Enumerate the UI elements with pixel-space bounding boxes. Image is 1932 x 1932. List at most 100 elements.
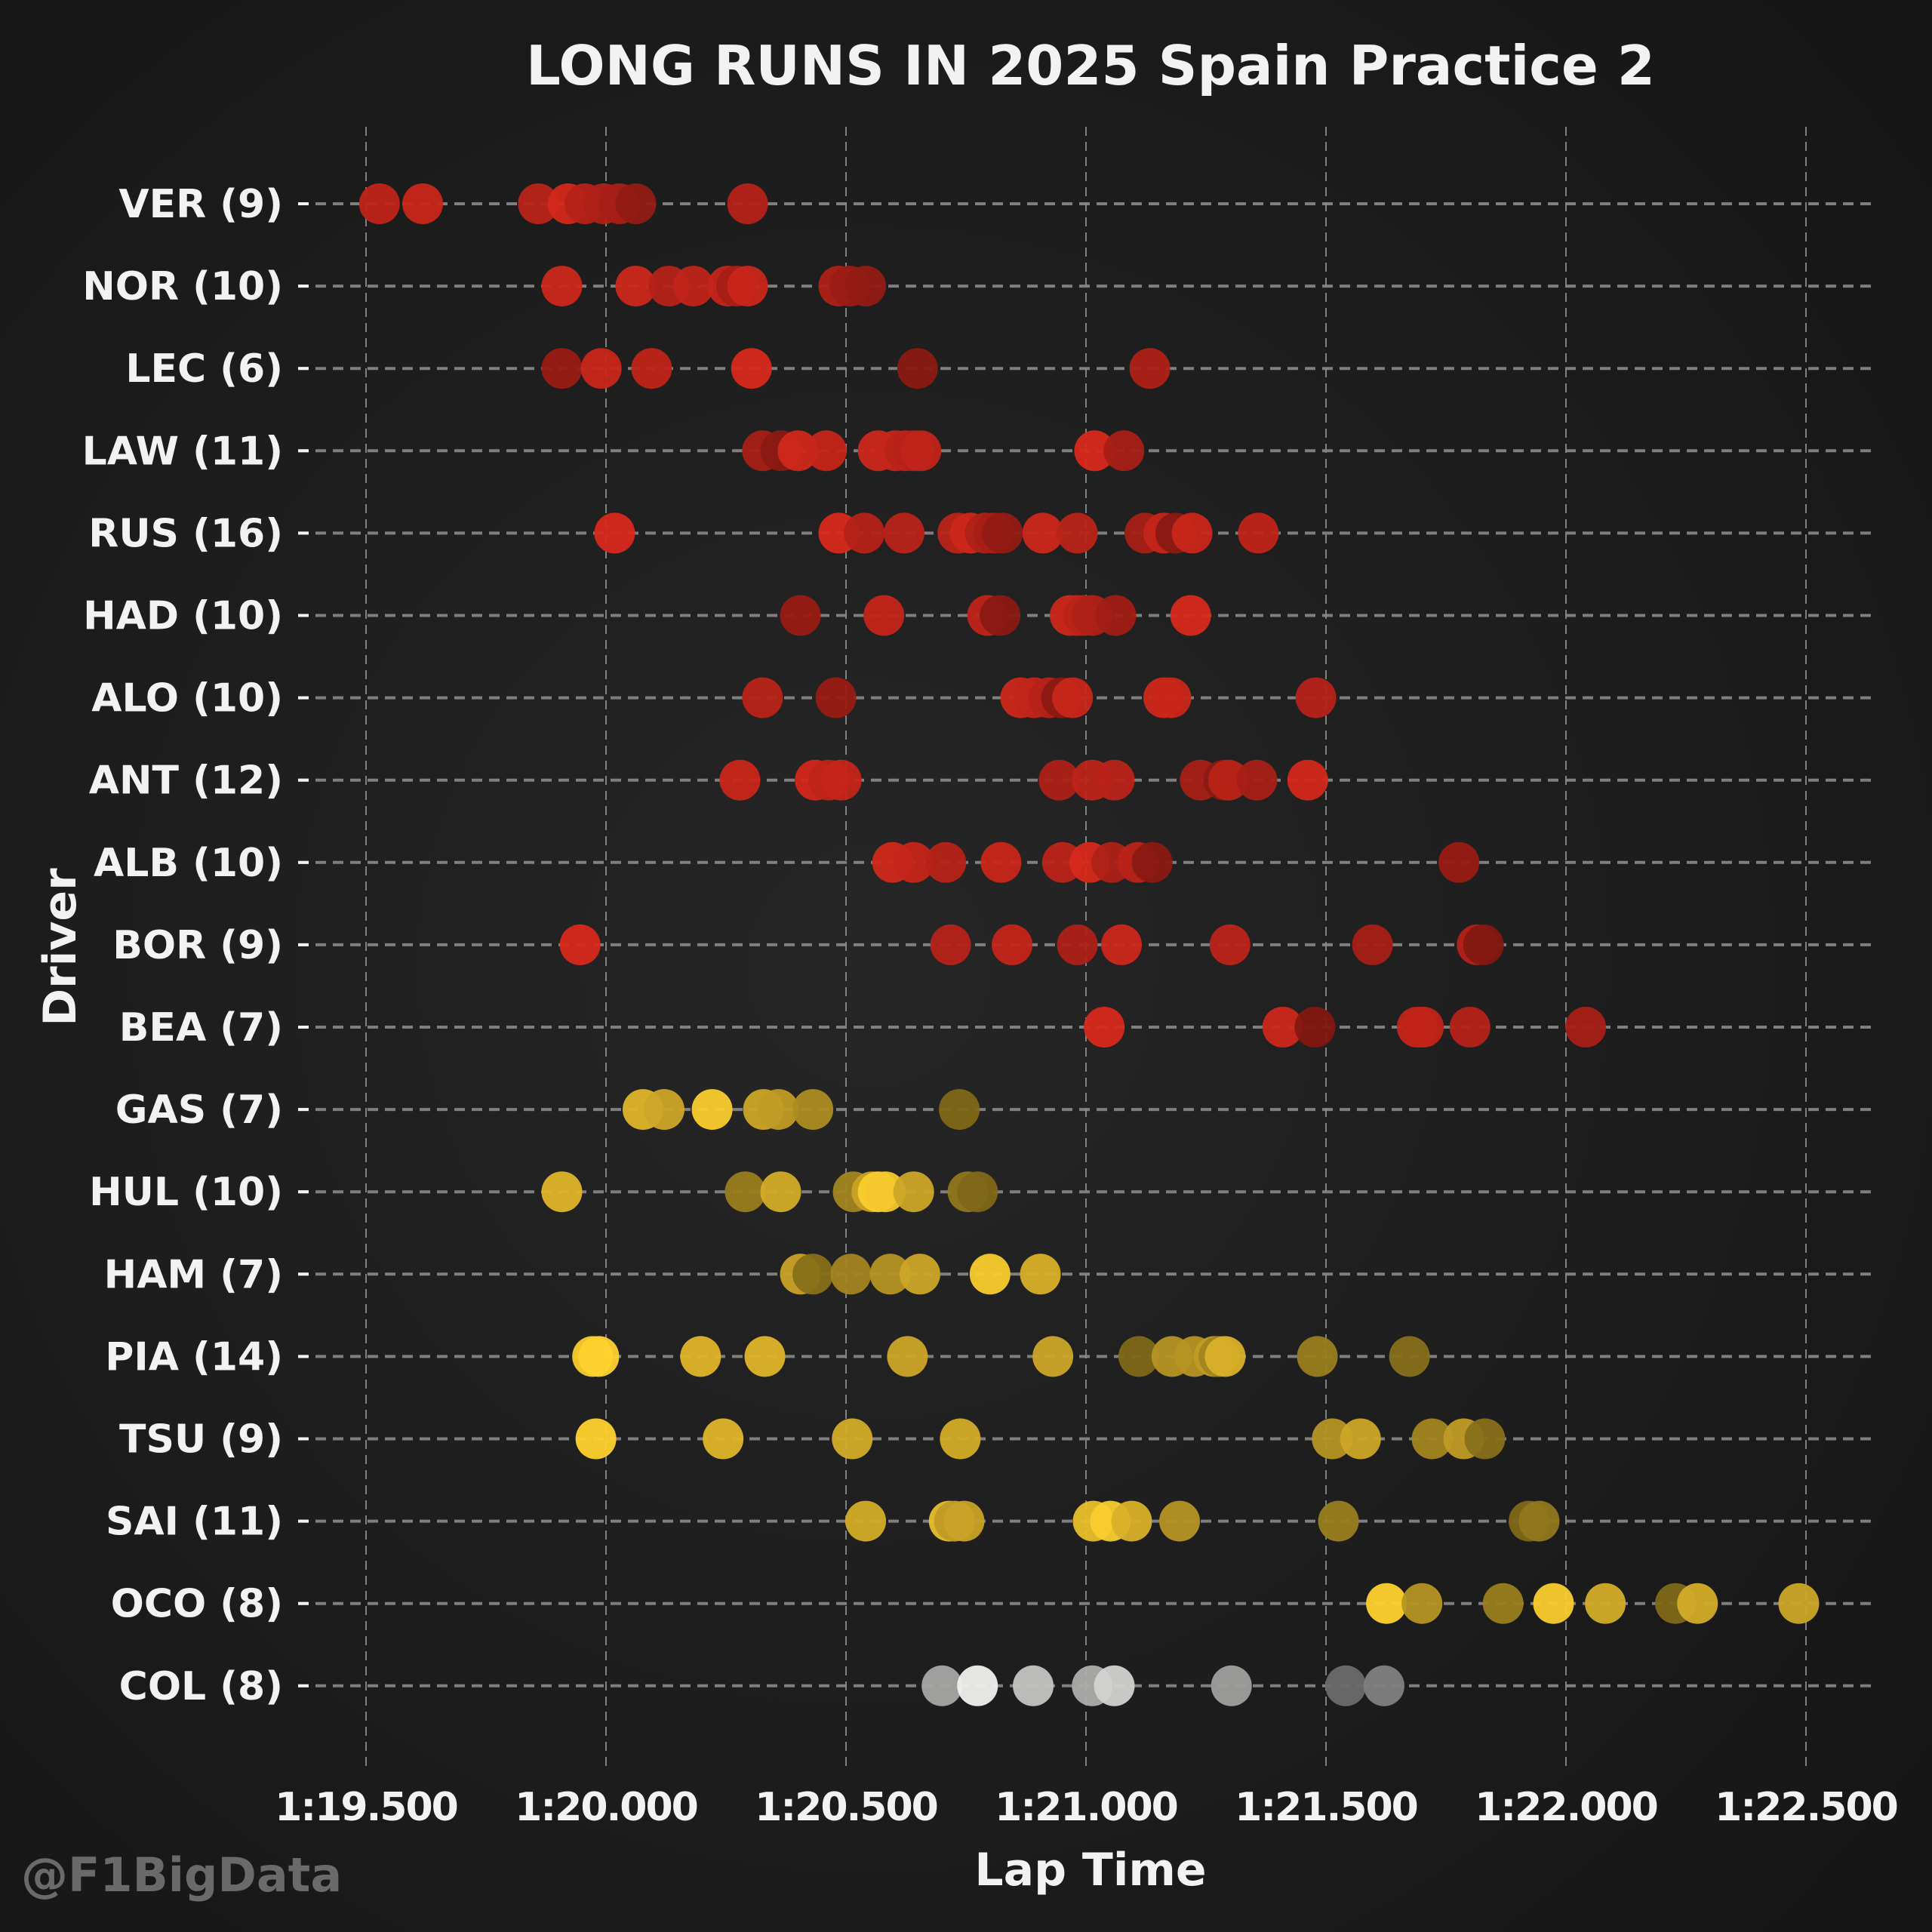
lap-point: LAW 1:21.079 [1103, 430, 1145, 472]
x-tick-label: 1:20.500 [755, 1785, 937, 1830]
lap-point: ANT 1:21.462 [1287, 759, 1328, 801]
lap-point: BEA 1:22.041 [1565, 1007, 1607, 1048]
lap-point: TSU 1:21.721 [1411, 1418, 1453, 1460]
y-tick-label-hul: HUL (10) [89, 1170, 283, 1215]
lap-point: HUL 1:20.364 [760, 1171, 801, 1213]
lap-point: RUS 1:20.910 [1022, 512, 1063, 554]
lap-point: PIA 1:21.674 [1389, 1336, 1430, 1377]
driver-points-pia: PIA 1:19.972PIA 1:19.985PIA 1:20.197PIA … [572, 1336, 1430, 1377]
lap-point: NOR 1:20.541 [845, 266, 887, 307]
data-points: VER 1:19.528VER 1:19.618 VER 1:19.859 VER … [358, 183, 1820, 1706]
y-tick-label-alo: ALO (10) [91, 676, 283, 721]
y-tick-label-gas: GAS (7) [115, 1088, 283, 1133]
lap-point: SAI 1:21.095 [1111, 1500, 1152, 1542]
lap-point: BOR 1:21.828 [1463, 924, 1504, 965]
lap-point: HAD 1:20.579 [863, 595, 905, 636]
lap-point: VER 1:19.859 [518, 183, 559, 224]
lap-point: OCO 1:21.626 [1366, 1583, 1407, 1624]
driver-points-tsu: TSU 1:19.979 TSU 1:20.244 TSU 1:20.513 TSU … [575, 1418, 1506, 1460]
y-axis-label: Driver [34, 868, 87, 1026]
lap-point: LEC 1:20.649 [897, 348, 938, 389]
lap-point: BOR 1:21.074 [1101, 924, 1143, 965]
x-tick-label: 1:19.500 [275, 1785, 457, 1830]
lap-point: TSU 1:20.513 [832, 1418, 873, 1460]
driver-points-hul: HUL 1:19.908 HUL 1:20.290HUL 1:20.364 HUL … [541, 1171, 998, 1213]
lap-point: ANT 1:20.279 [719, 759, 761, 801]
y-tick-label-law: LAW (11) [82, 429, 283, 474]
lap-point: HAM 1:20.905 [1020, 1254, 1061, 1295]
lap-point: PIA 1:21.290 [1204, 1336, 1246, 1377]
lap-point: BOR 1:21.597 [1352, 924, 1393, 965]
lap-point: NOR 1:19.908 [541, 266, 583, 307]
x-axis-tick-labels: 1:19.500 1:20.000 1:20.500 1:21.000 1:21.500… [275, 1785, 1899, 1830]
lap-point: GAS 1:20.221 [691, 1089, 733, 1131]
driver-points-gas: GAS 1:20.077GAS 1:20.121GAS 1:20.221GAS … [622, 1089, 980, 1131]
lap-point: COL 1:21.541 [1325, 1665, 1367, 1706]
lap-point: BOR 1:20.846 [992, 924, 1033, 965]
lap-point: RUS 1:21.359 [1238, 512, 1279, 554]
lap-point: RUS 1:20.826 [982, 512, 1023, 554]
driver-points-alb: ALB 1:20.597ALB 1:20.641ALB 1:20.708ALB … [872, 841, 1480, 883]
lap-point: COL 1:20.890 [1013, 1665, 1054, 1706]
x-tick-label: 1:20.000 [515, 1785, 697, 1830]
driver-points-lec: LEC 1:19.908LEC 1:19.990LEC 1:20.095 LEC … [541, 348, 1171, 389]
x-tick-label: 1:21.500 [1235, 1785, 1417, 1830]
lap-point: COL 1:21.621 [1363, 1665, 1404, 1706]
lap-point: RUS 1:20.538 [844, 512, 885, 554]
lap-point: LEC 1:19.908 [541, 348, 583, 389]
y-tick-label-had: HAD (10) [83, 594, 283, 639]
y-tick-label-oco: OCO (8) [111, 1582, 283, 1627]
lap-point: GAS 1:20.431 [792, 1089, 834, 1131]
y-tick-label-nor: NOR (10) [82, 264, 283, 309]
driver-points-nor: NOR 1:19.908NOR 1:20.062NOR 1:20.131NOR … [541, 266, 887, 307]
lap-point: COL 1:20.774 [957, 1665, 998, 1706]
lap-point: TSU 1:21.831 [1464, 1418, 1506, 1460]
x-tick-label: 1:21.000 [995, 1785, 1177, 1830]
lap-point: ANT 1:20.944 [1038, 759, 1080, 801]
lap-point: OCO 1:21.700 [1401, 1583, 1443, 1624]
driver-points-sai: SAI 1:20.541SAI 1:20.715SAI 1:20.726SAI … [845, 1500, 1560, 1542]
x-tick-label: 1:22.000 [1475, 1785, 1657, 1830]
y-tick-label-sai: SAI (11) [106, 1500, 283, 1545]
lap-point: COL 1:21.059 [1094, 1665, 1135, 1706]
lap-point: RUS 1:20.982 [1057, 512, 1098, 554]
lap-point: HAM 1:20.510 [830, 1254, 872, 1295]
lap-point: HAM 1:20.654 [899, 1254, 940, 1295]
lap-point: ALB 1:20.708 [925, 841, 967, 883]
lap-point: ALB 1:20.823 [980, 841, 1022, 883]
y-tick-label-ham: HAM (7) [104, 1252, 283, 1297]
lap-point: COL 1:20.700 [921, 1665, 963, 1706]
lap-point: OCO 1:22.485 [1778, 1583, 1820, 1624]
y-tick-label-col: COL (8) [119, 1664, 283, 1709]
lap-point: PIA 1:20.331 [744, 1336, 786, 1377]
lap-point: BOR 1:20.982 [1057, 924, 1098, 965]
lap-point: BEA 1:21.703 [1403, 1007, 1444, 1048]
lap-point: LEC 1:21.133 [1129, 348, 1171, 389]
y-tick-label-alb: ALB (10) [94, 841, 283, 886]
lap-point: SAI 1:20.541 [845, 1500, 887, 1542]
y-tick-label-bea: BEA (7) [119, 1005, 283, 1051]
driver-points-oco: OCO 1:21.626OCO 1:21.700OCO 1:21.869OCO … [1366, 1583, 1820, 1624]
lap-point: VER 1:20.295 [727, 183, 768, 224]
lap-point: HUL 1:20.582 [865, 1171, 906, 1213]
lap-point: COL 1:21.303 [1211, 1665, 1252, 1706]
lap-point: ALO 1:21.177 [1150, 677, 1192, 718]
lap-point: ALO 1:20.326 [742, 677, 783, 718]
y-tick-label-ver: VER (9) [118, 182, 283, 227]
lap-point: HUL 1:20.641 [893, 1171, 934, 1213]
lap-point: OCO 1:21.974 [1533, 1583, 1574, 1624]
y-tick-label-pia: PIA (14) [105, 1334, 283, 1380]
lap-point: VER 1:19.528 [358, 183, 400, 224]
lap-point: GAS 1:20.359 [758, 1089, 799, 1131]
lap-point: SAI 1:21.944 [1518, 1500, 1560, 1542]
lap-point: SAI 1:21.526 [1318, 1500, 1359, 1542]
lap-point: HAM 1:20.431 [792, 1254, 834, 1295]
driver-points-rus: RUS 1:20.018RUS 1:20.485RUS 1:20.538RUS … [594, 512, 1279, 554]
lap-point: LEC 1:19.990 [580, 348, 622, 389]
y-tick-label-rus: RUS (16) [88, 511, 283, 556]
lap-point: HAD 1:20.821 [980, 595, 1021, 636]
lap-point: SAI 1:20.746 [943, 1500, 985, 1542]
lap-point: TSU 1:20.244 [703, 1418, 744, 1460]
chart-title: LONG RUNS IN 2025 Spain Practice 2 [526, 34, 1655, 97]
